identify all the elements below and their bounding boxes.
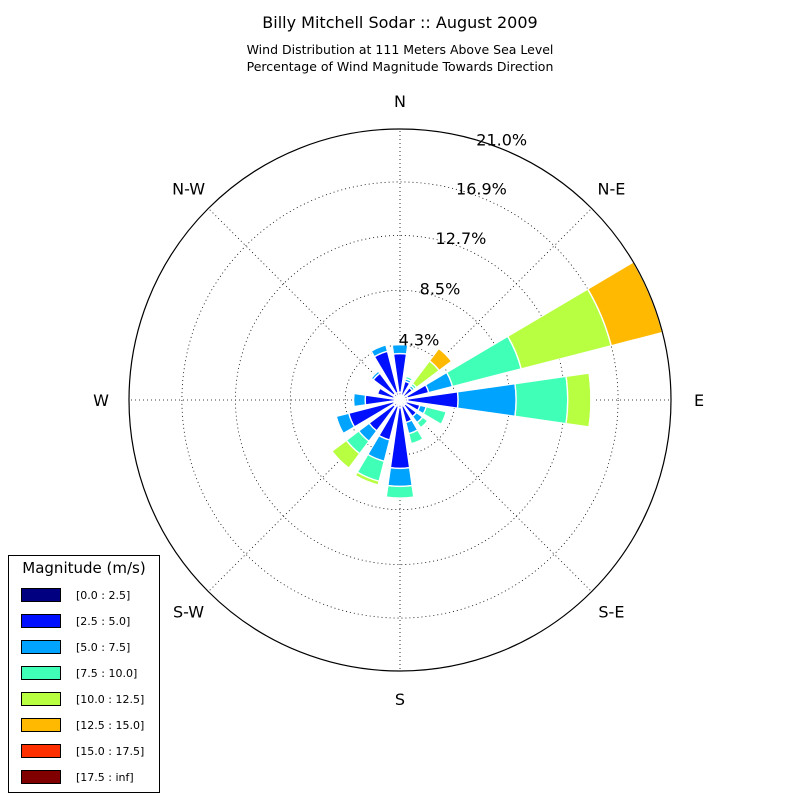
- legend-swatch: [21, 718, 61, 732]
- radial-tick-4: 21.0%: [476, 131, 527, 150]
- direction-labels: N N-E E S-E S S-W W N-W: [93, 92, 704, 709]
- radial-tick-2: 12.7%: [436, 229, 487, 248]
- radial-tick-0: 4.3%: [399, 330, 440, 349]
- legend-label: [5.0 : 7.5]: [76, 640, 131, 654]
- grid-spoke-3: [399, 399, 592, 592]
- radial-tick-3: 16.9%: [456, 180, 507, 199]
- sector-11-bin-2: [335, 412, 356, 435]
- direction-label-n: N: [394, 92, 406, 111]
- legend-swatch: [21, 770, 61, 784]
- legend-swatch: [21, 692, 61, 706]
- legend-swatch: [21, 640, 61, 654]
- legend-entry: [5.0 : 7.5]: [21, 640, 130, 654]
- sector-6-bin-4: [419, 419, 430, 430]
- radial-tick-1: 8.5%: [420, 280, 461, 299]
- direction-label-n-w: N-W: [172, 180, 205, 199]
- sector-4-bin-3: [514, 375, 569, 425]
- sector-8-bin-2: [387, 466, 413, 488]
- chart-subtitle-1: Wind Distribution at 111 Meters Above Se…: [247, 42, 554, 57]
- legend-entry: [17.5 : inf]: [21, 770, 134, 784]
- legend: Magnitude (m/s) [0.0 : 2.5] [2.5 : 5.0] [5…: [8, 555, 160, 793]
- sector-2-bin-5: [428, 347, 453, 372]
- sector-9-bin-4: [354, 471, 380, 486]
- outer-circle: [128, 128, 672, 672]
- sector-8-bin-3: [385, 484, 415, 499]
- legend-swatch: [21, 666, 61, 680]
- sector-4-bin-4: [565, 372, 592, 428]
- grid-circle-3: [181, 181, 619, 619]
- legend-entry: [0.0 : 2.5]: [21, 588, 130, 602]
- legend-swatch: [21, 614, 61, 628]
- sector-3-bin-3: [445, 335, 523, 388]
- legend-entry: [2.5 : 5.0]: [21, 614, 130, 628]
- legend-label: [7.5 : 10.0]: [76, 666, 138, 680]
- sector-10-bin-4: [330, 439, 361, 470]
- chart-title: Billy Mitchell Sodar :: August 2009: [262, 13, 537, 32]
- sector-4-bin-5: [588, 372, 593, 428]
- legend-label: [2.5 : 5.0]: [76, 614, 131, 628]
- legend-swatch: [21, 744, 61, 758]
- sector-12-bin-2: [352, 392, 367, 408]
- legend-entry: [15.0 : 17.5]: [21, 744, 144, 758]
- legend-label: [10.0 : 12.5]: [76, 692, 145, 706]
- sector-0-bin-3: [391, 342, 409, 346]
- sector-13-bin-1: [376, 387, 396, 400]
- legend-swatch: [21, 588, 61, 602]
- direction-label-w: W: [93, 391, 109, 410]
- direction-label-s: S: [395, 690, 405, 709]
- direction-label-e: E: [694, 391, 704, 410]
- legend-label: [12.5 : 15.0]: [76, 718, 145, 732]
- wind-sectors: [330, 261, 664, 499]
- sector-1-bin-4: [405, 374, 415, 380]
- legend-label: [17.5 : inf]: [76, 770, 134, 784]
- sector-15-bin-2: [370, 344, 389, 358]
- legend-title: Magnitude (m/s): [22, 559, 146, 577]
- sector-5-bin-4: [440, 411, 449, 426]
- radial-tick-labels: 4.3% 8.5% 12.7% 16.9% 21.0%: [399, 131, 527, 350]
- legend-entry: [7.5 : 10.0]: [21, 666, 137, 680]
- legend-label: [0.0 : 2.5]: [76, 588, 131, 602]
- grid-spoke-7: [208, 208, 401, 401]
- sector-4-bin-2: [456, 382, 517, 418]
- direction-label-s-w: S-W: [173, 602, 204, 621]
- sector-7-bin-3: [407, 429, 424, 445]
- direction-label-s-e: S-E: [598, 602, 624, 621]
- sector-14-bin-2: [370, 370, 381, 381]
- legend-entry: [12.5 : 15.0]: [21, 718, 144, 732]
- direction-label-n-e: N-E: [597, 180, 625, 199]
- chart-subtitle-2: Percentage of Wind Magnitude Towards Dir…: [247, 59, 554, 74]
- legend-label: [15.0 : 17.5]: [76, 744, 145, 758]
- legend-entry: [10.0 : 12.5]: [21, 692, 144, 706]
